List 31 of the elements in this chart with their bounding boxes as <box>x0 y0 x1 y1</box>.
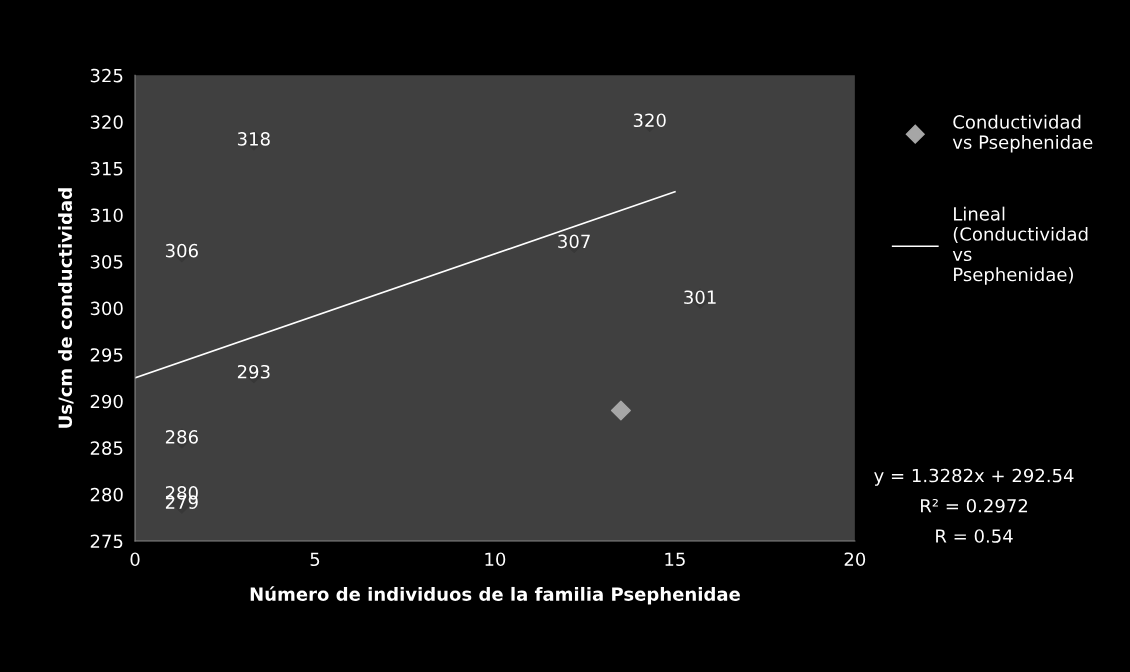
y-tick-label: 305 <box>90 255 123 269</box>
x-tick-label: 10 <box>485 552 506 567</box>
y-axis-title: Us/cm de conductividad <box>58 188 74 428</box>
x-tick-label: 15 <box>665 552 685 567</box>
x-tick-label: 5 <box>310 552 320 567</box>
y-tick-label: 325 <box>90 68 123 83</box>
text: R = 0.54 <box>936 529 1013 543</box>
data-label: 318 <box>237 132 270 146</box>
data-label: 320 <box>633 113 666 128</box>
x-tick-label: 20 <box>844 552 866 567</box>
y-tick-label: 275 <box>90 534 123 549</box>
text: R² = 0.2972 <box>921 498 1028 513</box>
x-tick-label: 0 <box>130 552 140 567</box>
data-label: 307 <box>558 234 590 249</box>
y-tick-label: 315 <box>90 161 123 176</box>
legend-label: Conductividad vs Psephenidae <box>952 114 1093 153</box>
y-tick-label: 280 <box>90 487 123 502</box>
y-tick-label: 310 <box>90 208 123 223</box>
data-label: 286 <box>165 430 198 444</box>
x-axis-title: Número de individuos de la familia Psephenidae <box>250 586 740 605</box>
y-tick-label: 320 <box>90 115 123 129</box>
y-tick-label: 295 <box>90 348 123 362</box>
y-tick-label: 300 <box>90 301 123 316</box>
data-label: 301 <box>684 290 716 305</box>
y-tick-label: 290 <box>90 394 123 409</box>
legend-label: Lineal (Conductividad vs Psephenidae) <box>952 206 1088 285</box>
point <box>610 400 631 421</box>
text: y = 1.3282x + 292.54 <box>874 468 1074 486</box>
data-label: 293 <box>237 364 270 379</box>
data-label: 306 <box>165 243 198 258</box>
y-tick-label: 285 <box>90 441 123 455</box>
